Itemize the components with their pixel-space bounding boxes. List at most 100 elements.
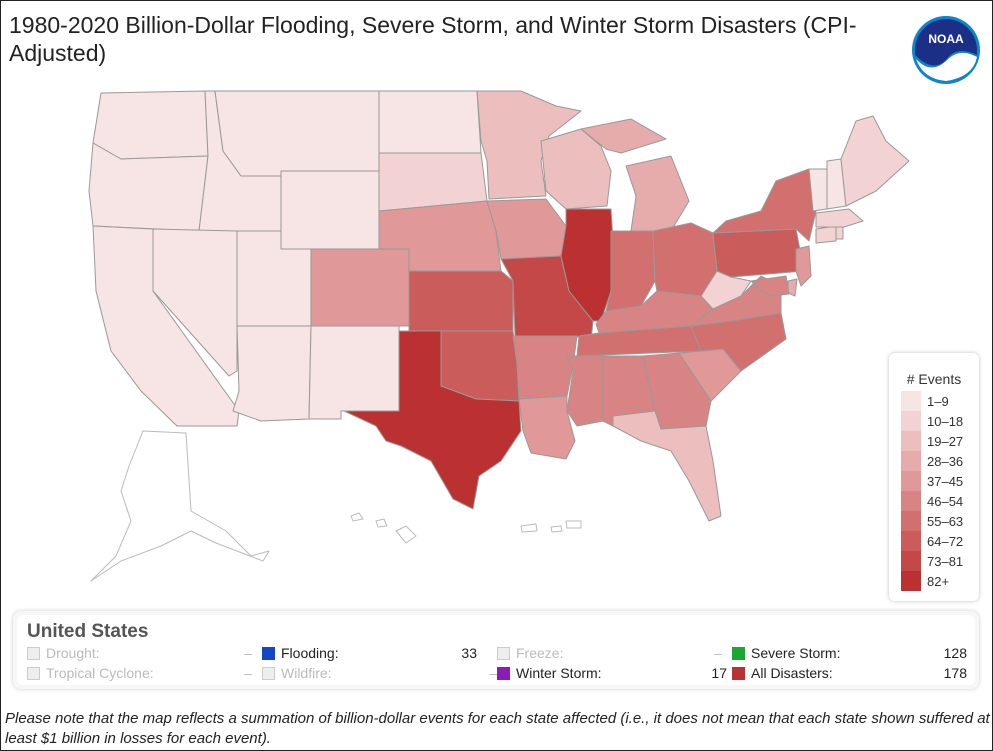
- legend-item[interactable]: 64–72: [901, 531, 977, 551]
- legend-swatch: [901, 531, 921, 551]
- state-pennsylvania: [712, 228, 805, 278]
- state-nevada: [152, 228, 238, 377]
- state-maine: [840, 115, 910, 207]
- page-title: 1980-2020 Billion-Dollar Flooding, Sever…: [9, 12, 857, 66]
- noaa-logo[interactable]: NOAA: [911, 15, 981, 85]
- territory-puerto-rico: [520, 520, 582, 533]
- summary-item-freeze[interactable]: Freeze: –: [497, 645, 722, 663]
- summary-item-label: All Disasters:: [751, 665, 833, 681]
- legend-item[interactable]: 28–36: [901, 451, 977, 471]
- summary-panel-body: United States Drought: – Flooding: 33 Free…: [17, 615, 975, 685]
- legend-swatch: [901, 411, 921, 431]
- legend-item[interactable]: 10–18: [901, 411, 977, 431]
- checkbox-icon[interactable]: [27, 647, 40, 660]
- state-arizona: [232, 325, 312, 422]
- legend-label: 19–27: [927, 434, 964, 449]
- checkbox-icon[interactable]: [27, 667, 40, 680]
- state-wyoming: [280, 170, 380, 250]
- summary-item-severe-storm[interactable]: Severe Storm: 128: [732, 645, 967, 663]
- legend-title: # Events: [906, 371, 962, 387]
- summary-item-label: Severe Storm:: [751, 645, 841, 661]
- legend-swatch: [901, 571, 921, 591]
- legend-swatch: [901, 491, 921, 511]
- state-new-york: [712, 168, 817, 242]
- legend-item[interactable]: 55–63: [901, 511, 977, 531]
- summary-item-winter-storm[interactable]: Winter Storm: 17: [497, 665, 727, 683]
- state-arkansas: [512, 335, 578, 400]
- legend-label: 37–45: [927, 474, 964, 489]
- state-florida: [612, 410, 722, 522]
- state-maryland: [750, 275, 790, 297]
- state-montana: [214, 90, 380, 177]
- summary-item-value: 17: [711, 665, 727, 681]
- state-texas: [343, 330, 522, 510]
- summary-item-label: Wildfire:: [281, 665, 332, 681]
- state-connecticut: [815, 225, 837, 244]
- checkbox-icon[interactable]: [497, 647, 510, 660]
- summary-item-label: Flooding:: [281, 645, 339, 661]
- legend-item[interactable]: 37–45: [901, 471, 977, 491]
- state-alaska: [90, 430, 270, 582]
- state-indiana: [605, 230, 656, 312]
- svg-text:NOAA: NOAA: [928, 32, 964, 46]
- legend-item[interactable]: 1–9: [901, 391, 977, 411]
- state-north-dakota: [378, 90, 482, 154]
- state-new-jersey: [795, 245, 812, 287]
- legend-label: 64–72: [927, 534, 964, 549]
- summary-item-label: Tropical Cyclone:: [46, 665, 154, 681]
- summary-item-drought[interactable]: Drought: –: [27, 645, 252, 663]
- legend-label: 55–63: [927, 514, 964, 529]
- checkbox-icon[interactable]: [262, 667, 275, 680]
- legend-swatch: [901, 471, 921, 491]
- state-massachusetts: [815, 208, 864, 228]
- state-kansas: [408, 270, 514, 332]
- legend-swatch: [901, 431, 921, 451]
- summary-item-wildfire[interactable]: Wildfire: –: [262, 665, 497, 683]
- summary-item-label: Freeze:: [516, 645, 564, 661]
- summary-region-title: United States: [27, 621, 149, 642]
- legend-item[interactable]: 82+: [901, 571, 977, 591]
- legend-swatch: [901, 511, 921, 531]
- summary-item-tropical-cyclone[interactable]: Tropical Cyclone: –: [27, 665, 252, 683]
- legend-label: 10–18: [927, 414, 964, 429]
- summary-item-label: Winter Storm:: [516, 665, 602, 681]
- checkbox-icon[interactable]: [262, 647, 275, 660]
- state-washington: [92, 90, 209, 160]
- us-states-map[interactable]: [1, 81, 993, 611]
- checkbox-icon[interactable]: [732, 667, 745, 680]
- legend-item[interactable]: 46–54: [901, 491, 977, 511]
- summary-item-all-disasters[interactable]: All Disasters: 178: [732, 665, 967, 683]
- summary-item-value: –: [244, 645, 252, 661]
- summary-item-label: Drought:: [46, 645, 100, 661]
- state-ohio: [652, 222, 718, 297]
- map-footnote: Please note that the map reflects a summ…: [5, 710, 990, 747]
- legend-swatch: [901, 551, 921, 571]
- state-rhode-island: [835, 226, 844, 240]
- summary-item-flooding[interactable]: Flooding: 33: [262, 645, 477, 663]
- state-louisiana: [518, 395, 576, 460]
- summary-item-value: 178: [943, 665, 967, 681]
- legend-swatch: [901, 451, 921, 471]
- map-legend: # Events 1–9 10–18 19–27 28–36 37–45 46–…: [889, 353, 979, 601]
- summary-panel: United States Drought: – Flooding: 33 Free…: [13, 611, 979, 689]
- legend-item[interactable]: 19–27: [901, 431, 977, 451]
- state-hawaii: [350, 512, 417, 544]
- checkbox-icon[interactable]: [732, 647, 745, 660]
- legend-label: 28–36: [927, 454, 964, 469]
- checkbox-icon[interactable]: [497, 667, 510, 680]
- state-colorado: [310, 248, 410, 327]
- summary-item-value: –: [714, 645, 722, 661]
- legend-item[interactable]: 73–81: [901, 551, 977, 571]
- summary-item-value: –: [489, 665, 497, 681]
- summary-item-value: 128: [943, 645, 967, 661]
- summary-item-value: 33: [461, 645, 477, 661]
- legend-swatch: [901, 391, 921, 411]
- state-new-mexico: [308, 325, 400, 420]
- legend-label: 73–81: [927, 554, 964, 569]
- legend-label: 1–9: [927, 394, 949, 409]
- summary-item-value: –: [244, 665, 252, 681]
- state-minnesota: [476, 90, 582, 200]
- state-illinois: [560, 208, 614, 322]
- legend-label: 46–54: [927, 494, 964, 509]
